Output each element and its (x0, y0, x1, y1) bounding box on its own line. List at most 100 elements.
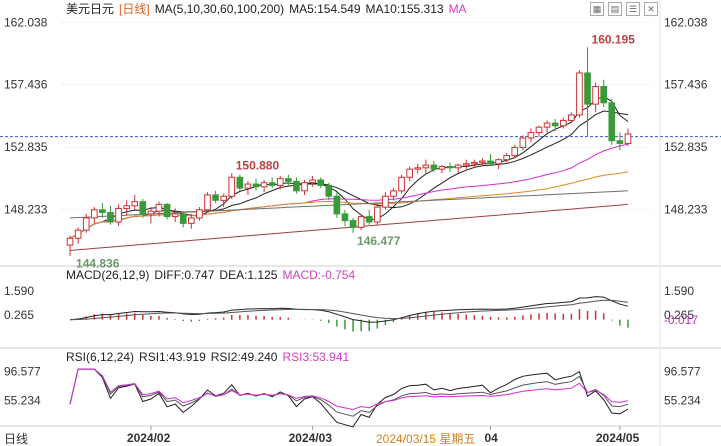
axis-labels: 162.038 162.038 157.436 157.436 152.835 152.8… (4, 15, 708, 445)
candle-body (163, 203, 171, 218)
price-tick-right: 162.038 (664, 15, 708, 29)
x-tick-label: 2024/02 (127, 431, 171, 445)
candle-body (487, 160, 494, 165)
candle-body (301, 182, 308, 192)
candle-body (293, 180, 300, 192)
candle-body (341, 213, 349, 222)
candle-body (592, 86, 599, 105)
candles (66, 47, 632, 256)
candle-body (325, 184, 333, 197)
candle-body (390, 190, 397, 197)
price-header: 美元日元 [日线] MA(5,10,30,60,100,200) MA5:154.54… (66, 2, 472, 16)
candle-body (276, 178, 284, 186)
candle-body (147, 210, 155, 215)
candle-body (204, 194, 211, 211)
rsi1-value: RSI1:43.919 (139, 350, 206, 364)
candle-body (66, 237, 74, 246)
candle-body (196, 209, 203, 219)
x-tick-label: 2024/05 (596, 431, 640, 445)
candle-body (519, 137, 527, 148)
rsi-tick-right: 96.577 (664, 364, 701, 378)
rsi3-value: RSI3:53.941 (282, 350, 350, 364)
macd-dea-line (69, 299, 629, 321)
candle-body (422, 164, 430, 169)
candle-body (123, 205, 130, 209)
price-tick-left: 162.038 (4, 15, 48, 29)
macd-value: MACD:-0.754 (282, 268, 356, 282)
candle-body (349, 220, 357, 228)
ma200-line (69, 203, 629, 251)
candle-body (551, 122, 559, 127)
candle-body (559, 119, 567, 127)
candle-body (244, 183, 252, 189)
price-tick-left: 152.835 (4, 140, 48, 154)
candle-body (228, 176, 236, 197)
rsi-label: RSI(6,12,24) (66, 350, 135, 364)
candle-body (317, 179, 325, 186)
rsi-tick-right: 55.234 (664, 394, 701, 408)
candle-body (187, 217, 195, 224)
price-annotation: 144.836 (76, 256, 120, 270)
candle-body (285, 178, 292, 182)
price-tick-left: 148.233 (4, 202, 48, 216)
macd-tick-right: -0.017 (664, 313, 698, 327)
x-tick-label: 04 (485, 431, 499, 445)
candle-body (527, 132, 535, 139)
candle-body (171, 213, 179, 218)
ma5-value: MA5:154.549 (289, 2, 361, 16)
price-annotation: 160.195 (592, 32, 636, 46)
candle-body (568, 114, 575, 121)
ma10-value: MA10:155.313 (365, 2, 444, 16)
candle-body (616, 140, 624, 144)
symbol-title: 美元日元 (66, 2, 115, 16)
candle-body (309, 179, 316, 184)
candle-body (382, 195, 389, 208)
rsi-tick-left: 55.234 (4, 394, 41, 408)
period-label[interactable]: [日线] (119, 2, 150, 16)
candle-body (608, 102, 616, 142)
candle-body (268, 182, 276, 186)
ma10-line (69, 110, 629, 239)
candle-body (82, 217, 90, 231)
cursor-date: 2024/03/15 星期五 (376, 432, 476, 446)
candle-body (470, 161, 478, 165)
price-tick-left: 157.436 (4, 78, 48, 92)
list-icon[interactable]: ☰ (626, 2, 640, 16)
candle-body (139, 201, 147, 215)
candle-body (406, 168, 413, 178)
rsi2-line (69, 368, 629, 417)
candle-body (624, 133, 632, 144)
macd-tick-right: 0.265 (664, 308, 694, 322)
rsi-plot (69, 368, 629, 428)
macd-diff: DIFF:0.747 (154, 268, 215, 282)
candle-body (131, 201, 139, 207)
macd-label: MACD(26,12,9) (66, 268, 150, 282)
candle-body (260, 182, 268, 188)
candle-body (462, 163, 470, 166)
ma-params[interactable]: MA(5,10,30,60,100,200) (154, 2, 285, 16)
ma5-line (69, 95, 629, 239)
macd-tick-right: 1.590 (664, 284, 694, 298)
candle-body (454, 164, 462, 169)
toolbar-icons: ▦ ▤ ☰ ✕ (590, 2, 658, 16)
grid-alt-icon[interactable]: ▤ (608, 2, 622, 16)
candle-body (357, 216, 365, 228)
grid-icon[interactable]: ▦ (590, 2, 604, 16)
rsi2-value: RSI2:49.240 (210, 350, 278, 364)
ma100-line (69, 190, 629, 219)
price-annotation: 146.477 (357, 234, 401, 248)
period-button[interactable]: 日线 (4, 432, 29, 446)
candle-body (535, 126, 543, 134)
candle-body (252, 183, 260, 188)
macd-tick-left: 1.590 (4, 284, 34, 298)
candle-body (179, 213, 187, 224)
candle-body (511, 146, 519, 157)
candle-body (373, 206, 381, 223)
macd-diff-line (69, 296, 629, 323)
ma-lines (0, 95, 721, 251)
candle-body (576, 72, 583, 116)
candle-body (503, 155, 511, 161)
close-icon[interactable]: ✕ (644, 2, 658, 16)
price-tick-right: 148.233 (664, 202, 708, 216)
